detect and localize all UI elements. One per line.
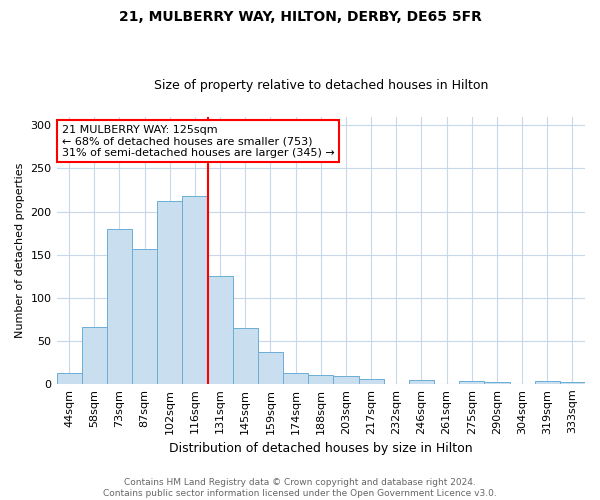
Bar (233, 328, 258, 384)
Text: 21 MULBERRY WAY: 125sqm
← 68% of detached houses are smaller (753)
31% of semi-d: 21 MULBERRY WAY: 125sqm ← 68% of detache… (62, 125, 335, 158)
Title: Size of property relative to detached houses in Hilton: Size of property relative to detached ho… (154, 79, 488, 92)
Bar (484, 382, 509, 384)
Bar (308, 375, 334, 384)
Bar (107, 229, 132, 384)
Bar (182, 196, 208, 384)
Bar (157, 201, 182, 384)
Bar (132, 248, 157, 384)
X-axis label: Distribution of detached houses by size in Hilton: Distribution of detached houses by size … (169, 442, 473, 455)
Bar (560, 382, 585, 384)
Text: 21, MULBERRY WAY, HILTON, DERBY, DE65 5FR: 21, MULBERRY WAY, HILTON, DERBY, DE65 5F… (119, 10, 481, 24)
Bar (283, 372, 308, 384)
Bar (82, 327, 107, 384)
Y-axis label: Number of detached properties: Number of detached properties (15, 162, 25, 338)
Bar (359, 380, 383, 384)
Bar (459, 381, 484, 384)
Text: Contains HM Land Registry data © Crown copyright and database right 2024.
Contai: Contains HM Land Registry data © Crown c… (103, 478, 497, 498)
Bar (258, 352, 283, 384)
Bar (56, 372, 82, 384)
Bar (535, 381, 560, 384)
Bar (334, 376, 359, 384)
Bar (208, 276, 233, 384)
Bar (409, 380, 434, 384)
